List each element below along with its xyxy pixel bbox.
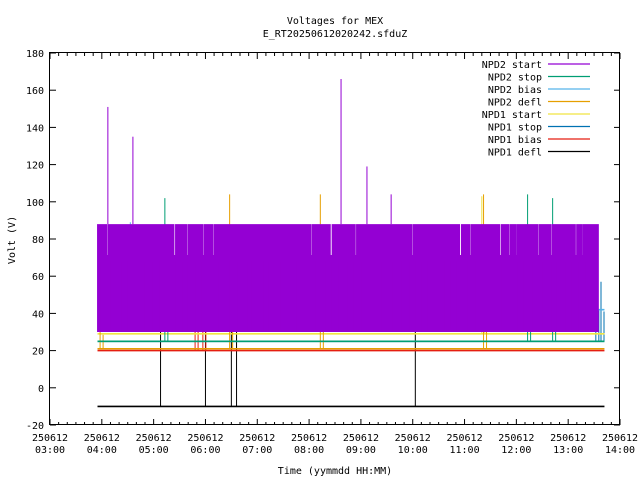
chart-subtitle: E_RT20250612020242.sfduZ [263, 29, 408, 40]
x-tick-label-time: 11:00 [449, 445, 479, 456]
x-axis: 25061203:0025061204:0025061205:002506120… [32, 53, 638, 456]
series-dropouts [99, 261, 597, 332]
legend-label: NPD2 defl [488, 98, 542, 109]
legend-label: NPD1 start [482, 110, 542, 121]
x-tick-label-time: 06:00 [190, 445, 220, 456]
legend-label: NPD2 start [482, 60, 542, 71]
x-tick-label-date: 250612 [187, 433, 223, 444]
y-tick-label: 20 [32, 347, 44, 358]
chart-title: Voltages for MEX [287, 16, 383, 27]
y-tick-label: 60 [32, 272, 44, 283]
x-tick-label-date: 250612 [446, 433, 482, 444]
x-tick-label-date: 250612 [136, 433, 172, 444]
series-band [97, 224, 599, 332]
y-tick-label: -20 [26, 421, 44, 432]
x-tick-label-date: 250612 [291, 433, 327, 444]
y-axis: -20 0 20 40 60 80 100 120 140 160 180 [26, 49, 620, 432]
y-tick-label: 160 [26, 86, 44, 97]
y-tick-label: 40 [32, 309, 44, 320]
x-tick-label-time: 03:00 [35, 445, 65, 456]
series-npd2-start [97, 79, 599, 332]
x-tick-label-date: 250612 [84, 433, 120, 444]
x-tick-label-time: 05:00 [139, 445, 169, 456]
y-tick-label: 100 [26, 198, 44, 209]
y-tick-label: 140 [26, 123, 44, 134]
legend-label: NPD1 stop [488, 123, 542, 134]
x-tick-label-time: 13:00 [553, 445, 583, 456]
x-tick-label-date: 250612 [343, 433, 379, 444]
x-tick-label-date: 250612 [239, 433, 275, 444]
y-tick-label: 80 [32, 235, 44, 246]
x-tick-label-time: 07:00 [242, 445, 272, 456]
y-tick-label: 180 [26, 49, 44, 60]
y-tick-label: 120 [26, 161, 44, 172]
x-tick-label-time: 04:00 [87, 445, 117, 456]
y-axis-label: Volt (V) [7, 216, 18, 264]
x-tick-label-date: 250612 [550, 433, 586, 444]
x-tick-label-date: 250612 [32, 433, 68, 444]
x-tick-label-time: 08:00 [294, 445, 324, 456]
plot-data-layer [97, 79, 605, 408]
x-tick-label-time: 12:00 [501, 445, 531, 456]
legend-label: NPD2 bias [488, 85, 542, 96]
legend-label: NPD2 stop [488, 73, 542, 84]
legend-label: NPD1 bias [488, 135, 542, 146]
x-tick-label-date: 250612 [395, 433, 431, 444]
x-tick-label-date: 250612 [498, 433, 534, 444]
x-axis-label: Time (yymmdd HH:MM) [278, 466, 392, 477]
x-tick-label-time: 10:00 [398, 445, 428, 456]
x-tick-label-time: 09:00 [346, 445, 376, 456]
legend-label: NPD1 defl [488, 148, 542, 159]
x-tick-label-date: 250612 [602, 433, 638, 444]
x-tick-label-time: 14:00 [605, 445, 635, 456]
y-tick-label: 0 [38, 384, 44, 395]
